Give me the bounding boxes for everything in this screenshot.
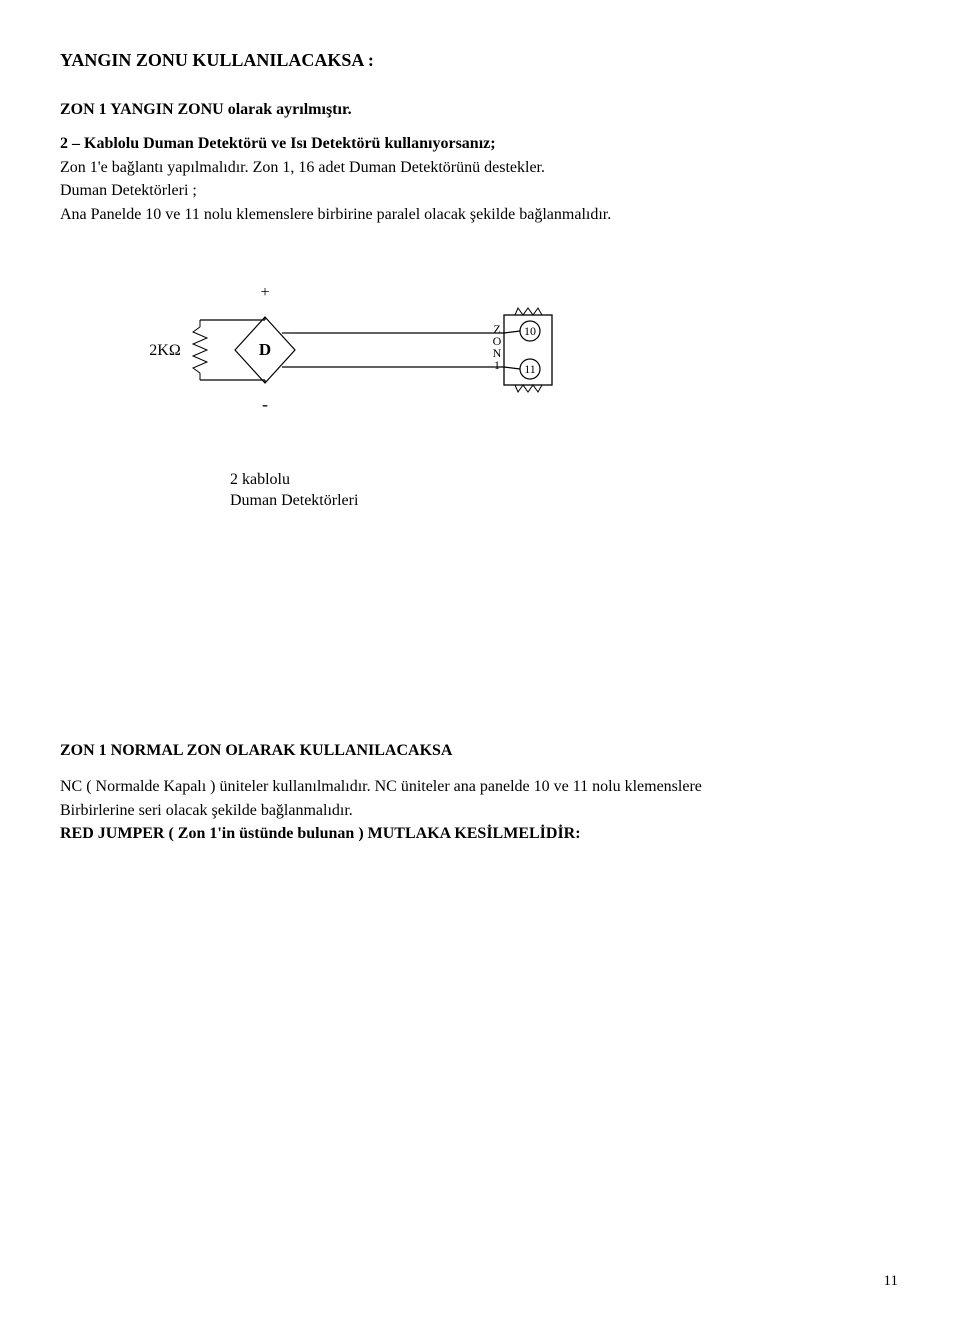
para-panel-connection: Ana Panelde 10 ve 11 nolu klemenslere bi… [60, 204, 900, 226]
zon-1: 1 [494, 358, 500, 372]
resistor-left [193, 320, 207, 380]
panel-chip: Z O N 1 10 11 [493, 308, 552, 392]
para-connection: Zon 1'e bağlantı yapılmalıdır. Zon 1, 16… [60, 157, 900, 179]
wire-into-t11 [504, 367, 520, 369]
resistor-value-label: 2KΩ [149, 342, 181, 359]
wire-into-t10 [504, 331, 520, 333]
heading-zon1-normal: ZON 1 NORMAL ZON OLARAK KULLANILACAKSA [60, 742, 900, 760]
terminal-11: 11 [524, 362, 536, 376]
para-series: Birbirlerine seri olacak şekilde bağlanm… [60, 800, 900, 822]
intro-text: 2 – Kablolu Duman Detektörü ve Isı Detek… [60, 133, 900, 155]
terminal-10: 10 [524, 324, 536, 338]
para-red-jumper: RED JUMPER ( Zon 1'in üstünde bulunan ) … [60, 823, 900, 845]
page-heading: YANGIN ZONU KULLANILACAKSA : [60, 50, 900, 71]
intro-bold: 2 – Kablolu Duman Detektörü ve Isı Detek… [60, 135, 496, 152]
red-jumper-bold: RED JUMPER ( Zon 1'in üstünde bulunan ) … [60, 825, 581, 842]
detector-symbol: D [235, 317, 295, 383]
caption-line2: Duman Detektörleri [230, 491, 900, 512]
caption-line1: 2 kablolu [230, 470, 900, 491]
subheading-zon1: ZON 1 YANGIN ZONU olarak ayrılmıştır. [60, 101, 900, 119]
diagram-caption: 2 kablolu Duman Detektörleri [230, 470, 900, 512]
plus-label: + [260, 284, 269, 301]
para-detectors-label: Duman Detektörleri ; [60, 180, 900, 202]
detector-label: D [259, 340, 271, 359]
para-nc-units: NC ( Normalde Kapalı ) üniteler kullanıl… [60, 776, 900, 798]
minus-label: - [262, 394, 268, 414]
circuit-diagram: + 2KΩ D - Z O N 1 10 [60, 275, 900, 450]
page-number: 11 [884, 1273, 898, 1290]
